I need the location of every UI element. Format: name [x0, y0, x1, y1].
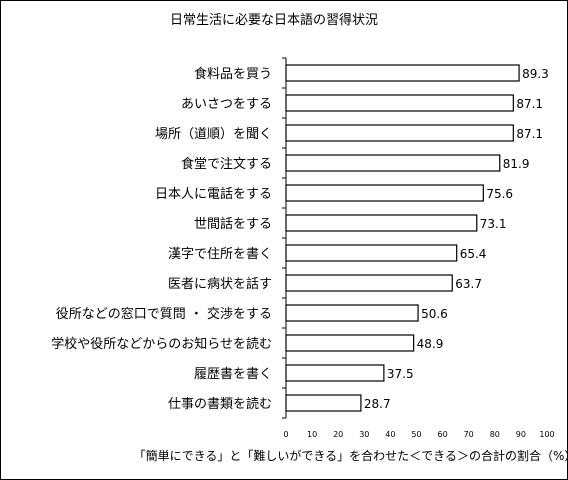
x-tick-label: 50	[411, 430, 421, 439]
bar	[285, 94, 514, 112]
category-label: 役所などの窓口で質問 ・ 交渉をする	[56, 306, 272, 322]
x-tick-label: 100	[539, 430, 554, 439]
category-label: 履歴書を書く	[194, 367, 272, 382]
x-tick-label: 40	[385, 430, 395, 439]
value-label: 89.3	[522, 67, 549, 81]
bar	[285, 364, 385, 382]
category-label: 学校や役所などからのお知らせを読む	[51, 336, 272, 352]
bar	[285, 394, 362, 412]
bar	[285, 334, 415, 352]
category-label: 食堂で注文する	[181, 156, 272, 172]
x-tick-label: 80	[490, 430, 500, 439]
category-label: 世間話をする	[194, 216, 272, 232]
category-label: 仕事の書類を読む	[168, 396, 272, 412]
category-label: あいさつをする	[181, 97, 272, 112]
value-label: 50.6	[421, 307, 448, 321]
category-label: 食料品を買う	[194, 66, 272, 82]
category-label: 医者に病状を話す	[168, 276, 272, 292]
bar	[285, 214, 478, 232]
plot-area: 食料品を買う 89.3 あいさつをする 87.1 場所（道順）を聞く 87.1 食堂で注文す…	[51, 57, 555, 439]
value-label: 87.1	[516, 127, 543, 141]
bar	[285, 124, 514, 142]
bar	[285, 154, 501, 172]
bar	[285, 64, 520, 82]
category-label: 場所（道順）を聞く	[155, 127, 272, 142]
bar	[285, 244, 458, 262]
value-label: 87.1	[516, 97, 543, 111]
bar	[285, 184, 484, 202]
x-tick-label: 90	[516, 430, 526, 439]
x-tick-label: 10	[307, 430, 317, 439]
value-label: 65.4	[460, 247, 487, 261]
x-tick-label: 70	[464, 430, 474, 439]
value-label: 37.5	[387, 367, 414, 381]
value-label: 48.9	[417, 337, 444, 351]
bar	[285, 304, 419, 322]
chart-title: 日常生活に必要な日本語の習得状況	[170, 12, 378, 28]
value-label: 63.7	[455, 277, 482, 291]
value-label: 73.1	[480, 217, 507, 231]
bar	[285, 274, 453, 292]
x-tick-label: 0	[283, 430, 288, 439]
value-label: 28.7	[364, 397, 391, 411]
x-axis-label: 「簡単にできる」と「難しいができる」を合わせた＜できる＞の合計の割合（%）	[134, 448, 568, 463]
x-tick-label: 20	[333, 430, 343, 439]
category-label: 日本人に電話をする	[155, 186, 272, 202]
x-tick-label: 30	[359, 430, 369, 439]
value-label: 75.6	[486, 187, 513, 201]
value-label: 81.9	[503, 157, 530, 171]
category-label: 漢字で住所を書く	[168, 247, 272, 262]
x-tick-label: 60	[438, 430, 448, 439]
